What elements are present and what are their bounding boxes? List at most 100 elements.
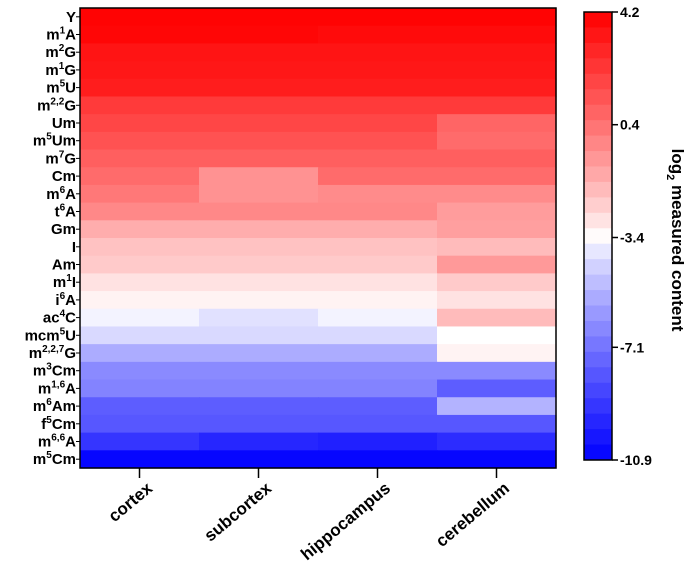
heatmap-cell [318, 220, 438, 239]
heatmap-cell [437, 414, 557, 434]
heatmap-cell [80, 167, 200, 186]
colorbar-tick-label: -10.9 [620, 452, 652, 468]
heatmap-cell [80, 43, 200, 62]
colorbar-step [584, 398, 612, 415]
heatmap-cell [80, 414, 200, 434]
heatmap-cell [318, 291, 438, 310]
heatmap-cell [199, 361, 319, 381]
colorbar-title-main: log [668, 149, 687, 175]
colorbar-step [584, 274, 612, 291]
column-ticks [138, 468, 498, 478]
row-label: ac4C [43, 309, 76, 327]
row-label: m5Cm [33, 450, 76, 468]
heatmap-cell [318, 8, 438, 27]
heatmap-cell [437, 432, 557, 451]
heatmap-cell [437, 167, 557, 186]
colorbar-step [584, 336, 612, 353]
colorbar-step [584, 89, 612, 106]
column-label: cerebellum [432, 479, 513, 551]
heatmap-cell [199, 273, 319, 292]
heatmap-cell [318, 202, 438, 221]
heatmap-cell [80, 379, 200, 398]
heatmap-cell [318, 397, 438, 416]
heatmap-cell [199, 25, 319, 44]
heatmap-cell [437, 397, 557, 416]
heatmap-cell [199, 238, 319, 257]
heatmap-cell [80, 238, 200, 257]
heatmap-cell [437, 379, 557, 398]
colorbar-ticks: 4.2 0.4 -3.4 -7.1 -10.9 [612, 4, 652, 468]
colorbar-step [584, 367, 612, 384]
heatmap-cell [80, 326, 200, 345]
heatmap-cell [199, 291, 319, 310]
heatmap-cell [199, 220, 319, 239]
heatmap-cell [80, 61, 200, 80]
row-label: m6Am [33, 397, 76, 415]
colorbar-step [584, 444, 612, 461]
heatmap-cell [437, 131, 557, 151]
heatmap-cell [437, 308, 557, 328]
heatmap-cell [80, 78, 200, 98]
heatmap-cell [318, 326, 438, 345]
heatmap-cell [318, 255, 438, 274]
heatmap-cell [80, 344, 200, 363]
heatmap-cell [318, 61, 438, 80]
colorbar-step [584, 104, 612, 121]
heatmap-cell [437, 202, 557, 221]
colorbar-title-rest: measured content [668, 180, 687, 331]
heatmap-cell [437, 273, 557, 292]
heatmap-cell [318, 131, 438, 151]
column-labels: cortex subcortex hippocampus cerebellum [105, 478, 513, 564]
heatmap-cell [437, 361, 557, 381]
colorbar-step [584, 27, 612, 44]
colorbar-step [584, 413, 612, 430]
heatmap-cell [437, 238, 557, 257]
heatmap-cell [199, 344, 319, 363]
heatmap-cell [318, 273, 438, 292]
heatmap-cell [80, 273, 200, 292]
heatmap-cell [199, 326, 319, 345]
heatmap-cell [437, 149, 557, 168]
heatmap-cell [437, 78, 557, 98]
row-label: Gm [51, 221, 76, 238]
row-label: m7G [45, 149, 76, 167]
colorbar-step [584, 135, 612, 152]
row-label: Am [52, 257, 76, 274]
colorbar-step [584, 166, 612, 183]
row-label: m3Cm [33, 362, 76, 380]
row-label: m6,6A [38, 433, 76, 451]
row-label: mcm5U [25, 326, 76, 344]
heatmap-cell [80, 361, 200, 381]
colorbar-tick-label: 0.4 [620, 117, 640, 133]
colorbar-step [584, 351, 612, 368]
heatmap-cell [199, 167, 319, 186]
heatmap-cell [318, 184, 438, 204]
heatmap-cell [199, 114, 319, 133]
heatmap-cell [437, 255, 557, 274]
row-label: m1A [46, 26, 76, 44]
row-label: m1I [53, 273, 76, 291]
heatmap-cell [199, 450, 319, 469]
heatmap-cell [199, 379, 319, 398]
colorbar-step [584, 58, 612, 75]
row-label: i6A [55, 291, 76, 309]
heatmap-cell [80, 184, 200, 204]
heatmap-cell [80, 220, 200, 239]
row-labels: Ym1Am2Gm1Gm5Um2,2GUmm5Umm7GCmm6At6AGmIAm… [25, 9, 80, 468]
heatmap-cell [318, 414, 438, 434]
heatmap-cell [437, 43, 557, 62]
colorbar-step [584, 290, 612, 307]
heatmap-cell [437, 61, 557, 80]
heatmap-cell [199, 397, 319, 416]
heatmap-cell [80, 96, 200, 115]
heatmap-cell [80, 291, 200, 310]
colorbar-tick-label: -3.4 [620, 230, 644, 246]
heatmap-cell [199, 61, 319, 80]
heatmap-cell [318, 114, 438, 133]
heatmap-cell [437, 220, 557, 239]
heatmap-cell [199, 131, 319, 151]
heatmap-cell [318, 167, 438, 186]
heatmap-cell [318, 308, 438, 328]
heatmap-cell [199, 414, 319, 434]
column-label: subcortex [201, 478, 276, 545]
